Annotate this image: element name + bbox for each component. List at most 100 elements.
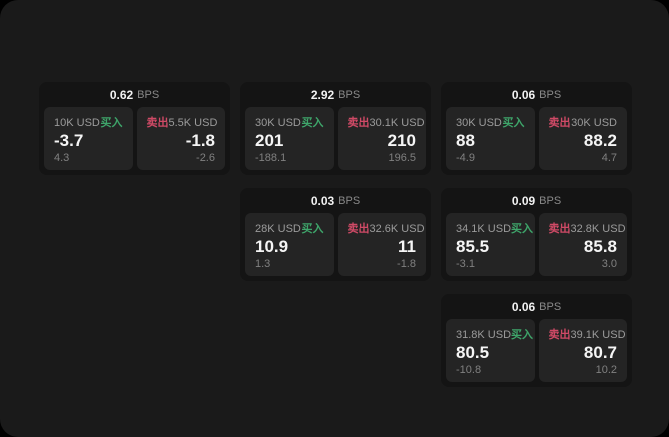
buy-panel-header: 31.8K USD 买入 [456, 326, 533, 342]
buy-price: 201 [255, 130, 284, 150]
sell-price: 11 [398, 236, 416, 256]
bps-unit-label: BPS [137, 88, 160, 101]
bps-unit-label: BPS [539, 300, 562, 313]
sell-panel-header: 卖出 30K USD [549, 114, 618, 130]
buy-amount: 34.1K USD [456, 223, 512, 235]
quote-card: 0.06 BPS 31.8K USD 买入 80.5 -10.8 卖出 39.1… [441, 294, 632, 387]
sell-panel-header: 卖出 32.6K USD [347, 220, 425, 236]
sell-quote-panel[interactable]: 卖出 39.1K USD 80.7 10.2 [538, 319, 627, 382]
buy-side-label: 买入 [511, 223, 534, 235]
sell-side-label: 卖出 [548, 117, 571, 129]
sell-amount: 5.5K USD [168, 117, 218, 129]
sell-quote-panel[interactable]: 卖出 30.1K USD 210 196.5 [337, 107, 426, 170]
sell-price: 80.7 [583, 342, 617, 362]
sell-side-label: 卖出 [347, 223, 370, 235]
sell-amount: 32.8K USD [570, 223, 626, 235]
bps-spread-header: 0.09 BPS [441, 188, 632, 213]
sell-price: 210 [387, 130, 416, 150]
sell-sub-value: 196.5 [388, 152, 416, 164]
sell-side-label: 卖出 [347, 117, 370, 129]
bps-spread-header: 0.03 BPS [240, 188, 431, 213]
quote-panels: 10K USD 买入 -3.7 4.3 卖出 5.5K USD -1.8 -2.… [39, 107, 230, 175]
sell-amount: 30K USD [571, 117, 617, 129]
buy-quote-panel[interactable]: 10K USD 买入 -3.7 4.3 [44, 107, 133, 170]
buy-panel-header: 28K USD 买入 [255, 220, 324, 236]
sell-sub-value: -1.8 [397, 258, 416, 270]
bps-spread-header: 0.62 BPS [39, 82, 230, 107]
bps-value: 0.09 [511, 193, 536, 208]
bps-unit-label: BPS [338, 194, 361, 207]
sell-sub-value: 4.7 [601, 152, 617, 164]
buy-price: 10.9 [255, 236, 289, 256]
sell-side-label: 卖出 [548, 223, 571, 235]
sell-price: -1.8 [185, 130, 215, 150]
sell-quote-panel[interactable]: 卖出 32.6K USD 11 -1.8 [337, 213, 426, 276]
quote-panels: 34.1K USD 买入 85.5 -3.1 卖出 32.8K USD 85.8… [441, 213, 632, 281]
buy-sub-value: 4.3 [54, 152, 70, 164]
bps-value: 0.62 [109, 87, 134, 102]
buy-side-label: 买入 [511, 329, 534, 341]
bps-unit-label: BPS [539, 194, 562, 207]
buy-quote-panel[interactable]: 34.1K USD 买入 85.5 -3.1 [446, 213, 535, 276]
bps-unit-label: BPS [338, 88, 361, 101]
quote-card: 0.06 BPS 30K USD 买入 88 -4.9 卖出 30K USD [441, 82, 632, 175]
sell-sub-value: 10.2 [595, 364, 617, 376]
sell-side-label: 卖出 [548, 329, 571, 341]
buy-sub-value: 1.3 [255, 258, 271, 270]
sell-side-label: 卖出 [146, 117, 169, 129]
sell-sub-value: 3.0 [601, 258, 617, 270]
buy-sub-value: -4.9 [456, 152, 475, 164]
quote-cards-grid: 0.62 BPS 10K USD 买入 -3.7 4.3 卖出 5.5K USD [39, 82, 632, 387]
buy-price: 80.5 [456, 342, 490, 362]
bps-value: 0.03 [310, 193, 335, 208]
sell-quote-panel[interactable]: 卖出 32.8K USD 85.8 3.0 [538, 213, 627, 276]
buy-panel-header: 30K USD 买入 [456, 114, 525, 130]
bps-unit-label: BPS [539, 88, 562, 101]
sell-quote-panel[interactable]: 卖出 5.5K USD -1.8 -2.6 [136, 107, 225, 170]
quote-panels: 30K USD 买入 201 -188.1 卖出 30.1K USD 210 1… [240, 107, 431, 175]
buy-panel-header: 34.1K USD 买入 [456, 220, 533, 236]
bps-spread-header: 0.06 BPS [441, 294, 632, 319]
sell-panel-header: 卖出 32.8K USD [548, 220, 626, 236]
quote-card: 0.09 BPS 34.1K USD 买入 85.5 -3.1 卖出 32.8K… [441, 188, 632, 281]
buy-side-label: 买入 [301, 223, 324, 235]
sell-price: 85.8 [583, 236, 617, 256]
sell-panel-header: 卖出 39.1K USD [548, 326, 626, 342]
buy-panel-header: 10K USD 买入 [54, 114, 123, 130]
sell-price: 88.2 [583, 130, 617, 150]
buy-side-label: 买入 [301, 117, 324, 129]
buy-price: 88 [456, 130, 475, 150]
buy-quote-panel[interactable]: 30K USD 买入 201 -188.1 [245, 107, 334, 170]
buy-sub-value: -3.1 [456, 258, 475, 270]
buy-sub-value: -188.1 [255, 152, 287, 164]
quote-card: 2.92 BPS 30K USD 买入 201 -188.1 卖出 30.1K … [240, 82, 431, 175]
buy-quote-panel[interactable]: 28K USD 买入 10.9 1.3 [245, 213, 334, 276]
quote-card: 0.62 BPS 10K USD 买入 -3.7 4.3 卖出 5.5K USD [39, 82, 230, 175]
bps-value: 0.06 [511, 87, 536, 102]
buy-quote-panel[interactable]: 31.8K USD 买入 80.5 -10.8 [446, 319, 535, 382]
quote-panels: 30K USD 买入 88 -4.9 卖出 30K USD 88.2 4.7 [441, 107, 632, 175]
buy-amount: 28K USD [255, 223, 301, 235]
bps-value: 0.06 [511, 299, 536, 314]
sell-amount: 30.1K USD [369, 117, 425, 129]
sell-quote-panel[interactable]: 卖出 30K USD 88.2 4.7 [538, 107, 627, 170]
sell-amount: 39.1K USD [570, 329, 626, 341]
bps-spread-header: 2.92 BPS [240, 82, 431, 107]
buy-sub-value: -10.8 [456, 364, 482, 376]
buy-amount: 31.8K USD [456, 329, 512, 341]
buy-amount: 30K USD [456, 117, 502, 129]
quote-panels: 28K USD 买入 10.9 1.3 卖出 32.6K USD 11 -1.8 [240, 213, 431, 281]
buy-side-label: 买入 [502, 117, 525, 129]
sell-panel-header: 卖出 5.5K USD [146, 114, 218, 130]
quote-panels: 31.8K USD 买入 80.5 -10.8 卖出 39.1K USD 80.… [441, 319, 632, 387]
quote-card: 0.03 BPS 28K USD 买入 10.9 1.3 卖出 32.6K US… [240, 188, 431, 281]
sell-amount: 32.6K USD [369, 223, 425, 235]
buy-quote-panel[interactable]: 30K USD 买入 88 -4.9 [446, 107, 535, 170]
bps-spread-header: 0.06 BPS [441, 82, 632, 107]
buy-amount: 10K USD [54, 117, 100, 129]
buy-amount: 30K USD [255, 117, 301, 129]
buy-side-label: 买入 [100, 117, 123, 129]
buy-panel-header: 30K USD 买入 [255, 114, 324, 130]
sell-panel-header: 卖出 30.1K USD [347, 114, 425, 130]
